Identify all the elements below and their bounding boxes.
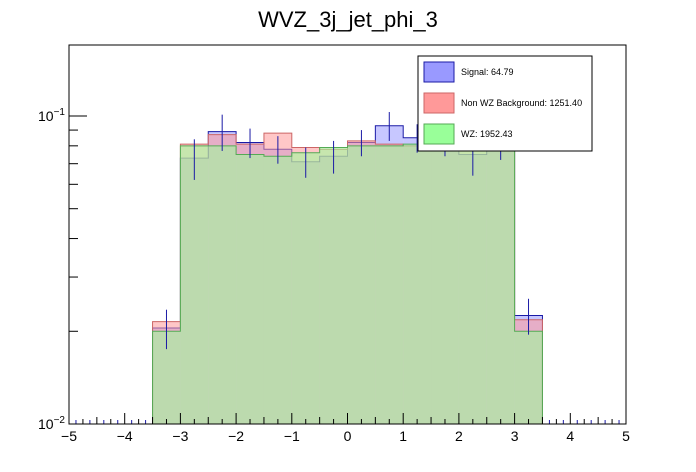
y-axis: 10−2 10−1	[38, 107, 87, 432]
x-tick-label: −4	[117, 428, 133, 444]
x-tick-label: 2	[455, 428, 463, 444]
bar-series2-bin7	[347, 145, 376, 424]
bar-series2-bin3	[236, 154, 264, 424]
legend-swatch-2	[423, 123, 455, 145]
legend-label-0: Signal: 64.79	[461, 67, 514, 77]
x-tick-label: 4	[566, 428, 574, 444]
x-tick-label: 5	[622, 428, 630, 444]
bar-series2-bin12	[486, 142, 515, 425]
bar-series2-bin13	[514, 331, 543, 424]
bar-series2-bin8	[375, 145, 404, 424]
bar-series2-bin4	[263, 156, 292, 424]
series-2	[152, 142, 543, 425]
x-tick-label: 3	[511, 428, 519, 444]
bar-series2-bin2	[208, 145, 237, 424]
bar-series2-bin9	[403, 144, 432, 424]
legend-label-2: WZ: 1952.43	[461, 129, 513, 139]
y-tick-label: 10−1	[38, 107, 65, 124]
x-tick-label: −1	[284, 428, 300, 444]
x-tick-label: −2	[228, 428, 244, 444]
x-axis: −5 −4 −3 −2 −1 0 1 2 3 4 5	[61, 413, 630, 444]
y-tick-label: 10−2	[38, 415, 65, 432]
legend-label-1: Non WZ Background: 1251.40	[461, 98, 582, 108]
legend-swatch-1	[423, 92, 455, 114]
x-tick-label: −5	[61, 428, 77, 444]
bars-layer	[152, 125, 543, 425]
bar-series2-bin11	[458, 145, 487, 424]
bar-series2-bin5	[291, 152, 320, 425]
legend-swatch-0	[423, 61, 455, 83]
x-tick-label: 1	[399, 428, 407, 444]
bar-series2-bin10	[431, 144, 459, 424]
bar-series2-bin6	[319, 147, 348, 424]
x-tick-label: −3	[172, 428, 188, 444]
x-tick-label: 0	[344, 428, 352, 444]
legend: Signal: 64.79 Non WZ Background: 1251.40 W…	[417, 55, 593, 152]
chart-title: WVZ_3j_jet_phi_3	[258, 7, 438, 32]
bar-series2-bin1	[180, 145, 209, 424]
